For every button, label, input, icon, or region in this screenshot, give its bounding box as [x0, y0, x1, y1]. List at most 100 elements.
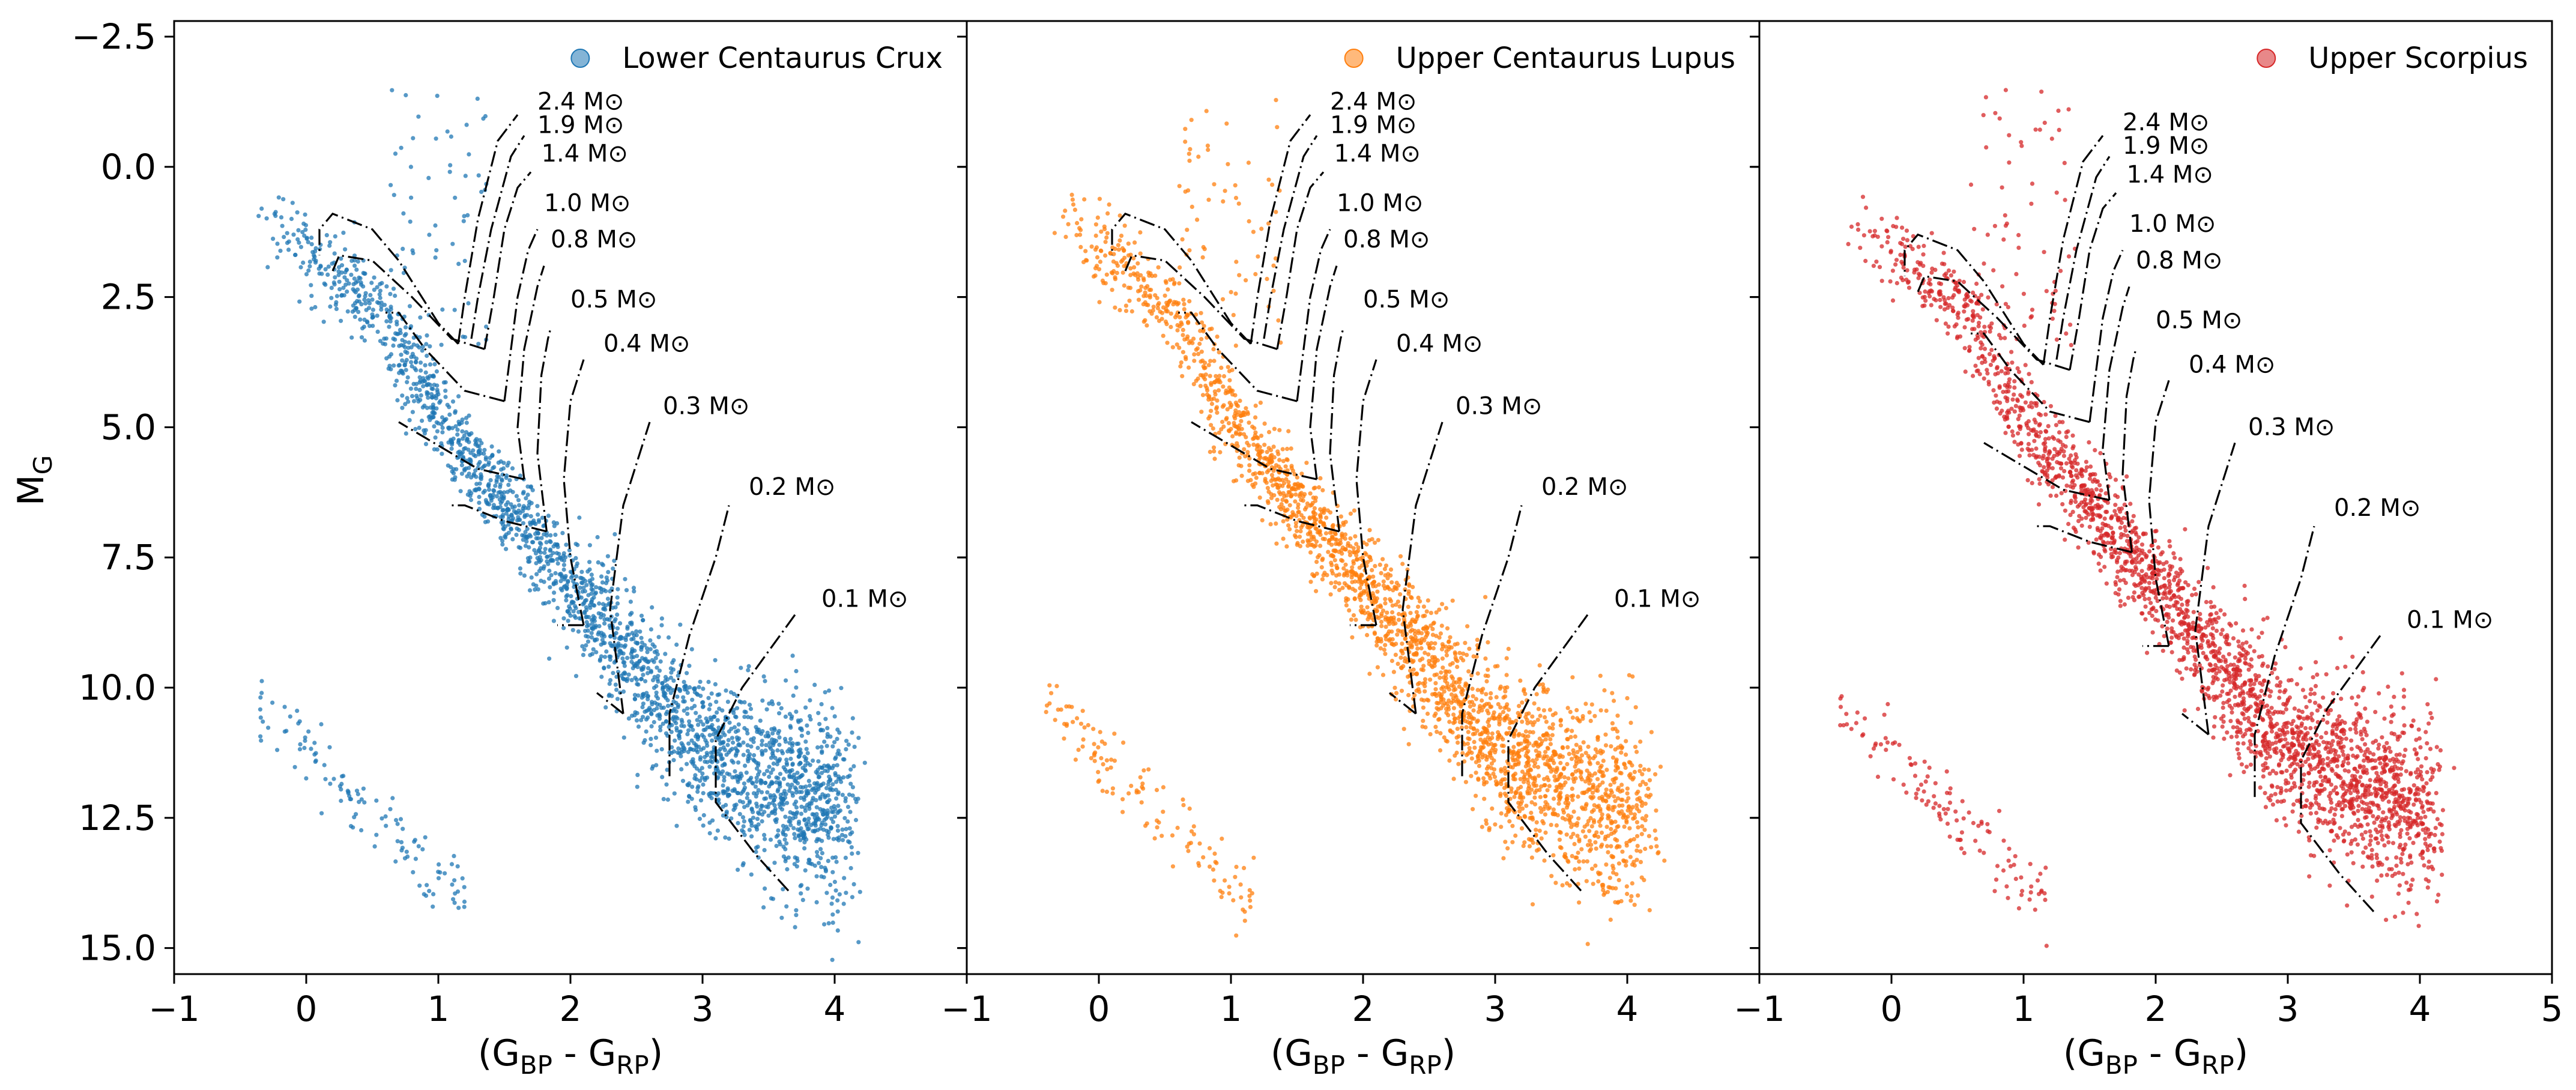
scatter-point: [760, 742, 764, 747]
scatter-point: [1602, 688, 1607, 693]
scatter-point: [1609, 819, 1613, 823]
scatter-point: [770, 897, 776, 901]
scatter-point: [1302, 492, 1307, 497]
scatter-point: [856, 796, 860, 801]
mass-track-label: 0.3 M⊙: [663, 393, 749, 420]
scatter-point: [1096, 745, 1101, 749]
scatter-point: [1510, 823, 1515, 828]
panels: 2.4 M⊙1.9 M⊙1.4 M⊙1.0 M⊙0.8 M⊙0.5 M⊙0.4 …: [71, 16, 2563, 1080]
scatter-point: [1613, 758, 1619, 764]
scatter-point: [1075, 716, 1080, 721]
scatter-point: [1423, 650, 1427, 655]
scatter-point: [1318, 519, 1323, 524]
scatter-point: [818, 765, 823, 770]
scatter-point: [548, 533, 553, 538]
scatter-point: [361, 271, 366, 276]
scatter-point: [1212, 851, 1217, 856]
scatter-point: [781, 777, 786, 781]
scatter-point: [690, 697, 695, 702]
scatter-point: [1392, 685, 1397, 690]
scatter-point: [1604, 787, 1609, 792]
scatter-point: [1529, 787, 1534, 792]
scatter-point: [1624, 884, 1629, 889]
scatter-point: [410, 410, 416, 414]
scatter-point: [309, 235, 314, 240]
scatter-point: [1571, 810, 1576, 814]
scatter-point: [509, 513, 514, 518]
scatter-point: [343, 282, 348, 287]
scatter-point: [763, 679, 767, 683]
scatter-point: [796, 827, 800, 832]
scatter-point: [1532, 701, 1537, 706]
scatter-point: [1489, 691, 1493, 696]
scatter-point: [1438, 748, 1443, 753]
scatter-point: [748, 777, 752, 782]
scatter-point: [1062, 736, 1066, 741]
scatter-point: [1183, 189, 1188, 194]
scatter-point: [1247, 420, 1251, 425]
scatter-point: [685, 712, 690, 716]
scatter-point: [820, 750, 824, 755]
scatter-point: [835, 828, 841, 833]
scatter-point: [1126, 241, 1131, 246]
scatter-point: [1654, 808, 1658, 813]
scatter-point: [1192, 352, 1197, 357]
scatter-point: [1280, 447, 1285, 452]
scatter-point: [1576, 816, 1581, 821]
scatter-point: [296, 228, 301, 232]
scatter-point: [434, 369, 440, 374]
scatter-point: [694, 710, 698, 715]
scatter-point: [773, 807, 778, 811]
scatter-point: [1547, 725, 1552, 730]
scatter-point: [1398, 655, 1403, 660]
scatter-point: [1289, 487, 1295, 492]
scatter-point: [1467, 736, 1472, 742]
scatter-point: [668, 691, 673, 695]
scatter-point: [828, 787, 833, 792]
scatter-point: [459, 420, 464, 425]
scatter-point: [586, 623, 591, 628]
scatter-point: [1566, 813, 1571, 818]
scatter-point: [1618, 789, 1622, 794]
scatter-point: [1308, 542, 1313, 547]
scatter-point: [1221, 199, 1226, 204]
scatter-point: [542, 564, 546, 569]
scatter-point: [645, 650, 650, 655]
scatter-point: [1625, 786, 1630, 791]
scatter-point: [1662, 858, 1667, 863]
scatter-point: [405, 380, 410, 384]
scatter-point: [1481, 740, 1486, 745]
scatter-point: [751, 791, 757, 796]
scatter-point: [548, 585, 552, 590]
scatter-point: [669, 730, 674, 734]
scatter-point: [1278, 340, 1283, 345]
scatter-point: [400, 405, 405, 410]
scatter-point: [1080, 744, 1085, 749]
scatter-point: [1260, 518, 1265, 522]
scatter-point: [608, 634, 613, 638]
scatter-point: [532, 521, 537, 525]
scatter-point: [1155, 306, 1160, 310]
scatter-point: [1271, 444, 1276, 449]
scatter-point: [1284, 498, 1289, 503]
scatter-point: [1056, 707, 1060, 712]
scatter-point: [303, 738, 307, 743]
scatter-point: [794, 805, 799, 810]
scatter-point: [1528, 730, 1532, 734]
scatter-point: [293, 252, 298, 257]
scatter-point: [792, 862, 797, 867]
scatter-point: [561, 616, 566, 621]
panel-1: 2.4 M⊙1.9 M⊙1.4 M⊙1.0 M⊙0.8 M⊙0.5 M⊙0.4 …: [71, 16, 968, 1080]
scatter-point: [1477, 706, 1482, 711]
scatter-point: [674, 725, 679, 730]
scatter-point: [1543, 737, 1548, 742]
scatter-point: [1588, 718, 1593, 723]
scatter-point: [498, 536, 503, 540]
scatter-point: [575, 561, 580, 566]
scatter-point: [339, 318, 343, 323]
scatter-point: [806, 778, 811, 783]
scatter-point: [498, 482, 503, 487]
scatter-point: [1455, 664, 1460, 670]
scatter-point: [822, 739, 827, 744]
scatter-point: [806, 826, 811, 831]
